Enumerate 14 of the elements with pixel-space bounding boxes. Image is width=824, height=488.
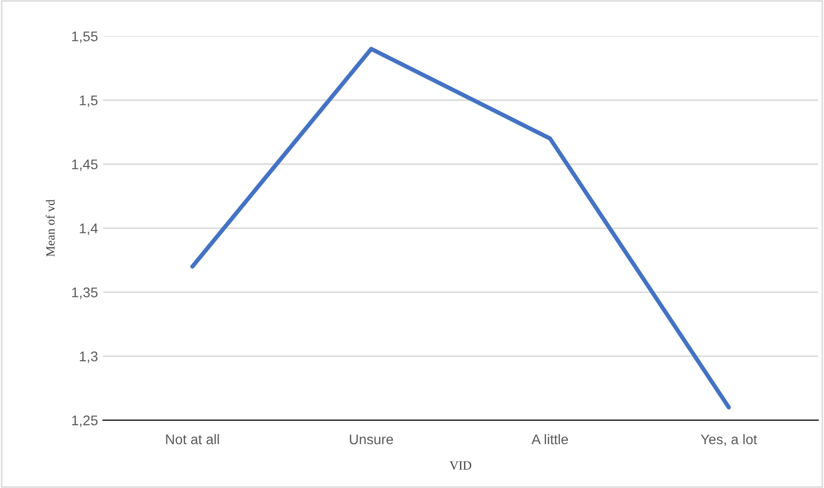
x-tick-label: Not at all — [166, 434, 219, 444]
y-tick-label: 1,35 — [72, 287, 98, 299]
x-tick-label: A little — [532, 434, 568, 444]
x-tick-label: Yes, a lot — [700, 434, 758, 446]
line-series — [190, 46, 731, 410]
y-tick-label: 1,45 — [72, 160, 98, 171]
y-tick-label: 1,55 — [72, 32, 98, 43]
y-axis-title: Mean of vd — [46, 199, 55, 257]
y-tick-label: 1,3 — [80, 351, 98, 363]
x-tick-label: Unsure — [350, 434, 393, 444]
y-tick-label: 1,25 — [72, 416, 98, 427]
y-tick-label: 1,5 — [80, 96, 98, 107]
x-axis-title: VID — [450, 461, 472, 470]
y-tick-label: 1,4 — [80, 224, 98, 235]
